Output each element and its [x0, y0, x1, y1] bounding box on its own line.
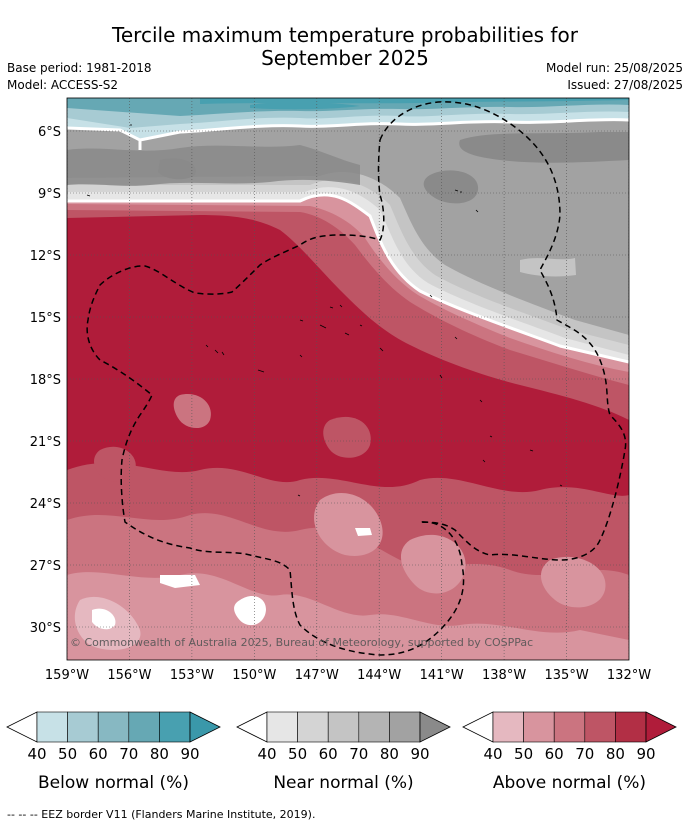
colorbar-segment	[159, 711, 191, 743]
copyright-text: © Commonwealth of Australia 2025, Bureau…	[70, 636, 533, 649]
lon-label: 150°W	[232, 668, 276, 683]
tercile-boundary-south	[67, 193, 629, 364]
islands	[86, 124, 563, 497]
colorbar-tick-label: 70	[575, 745, 594, 763]
lat-label: 24°S	[30, 497, 61, 512]
colorbar-right-arrow	[189, 711, 221, 743]
colorbar-tick-label: 40	[27, 745, 46, 763]
colorbar-segment	[266, 711, 298, 743]
colorbar-tick-label: 80	[606, 745, 625, 763]
colorbar-left-arrow	[6, 711, 38, 743]
meta-right: Model run: 25/08/2025 Issued: 27/08/2025	[546, 60, 683, 94]
colorbar-legend: 40 50 60 70 80 90 Above normal (%)	[462, 711, 677, 793]
colorbar-segment	[615, 711, 647, 743]
colorbar-legend: 40 50 60 70 80 90 Near normal (%)	[236, 711, 451, 793]
colorbar-segment	[553, 711, 586, 743]
base-period: Base period: 1981-2018	[7, 61, 152, 75]
graticule	[67, 98, 629, 660]
lat-label: 18°S	[30, 373, 61, 388]
model-run-date: Model run: 25/08/2025	[545, 61, 683, 75]
colorbar-tick-label: 60	[89, 745, 108, 763]
colorbar-left-arrow	[462, 711, 494, 743]
lat-label: 27°S	[30, 559, 61, 574]
colorbar-tick-label: 50	[514, 745, 533, 763]
colorbar-segment	[358, 711, 390, 743]
above-normal-lighter-south	[67, 394, 629, 660]
latitude-labels: 6°S 9°S 12°S 15°S 18°S 21°S 24°S 27°S 30°S	[30, 125, 61, 636]
colorbar-tick-label: 60	[545, 745, 564, 763]
lon-label: 156°W	[107, 668, 151, 683]
colorbar-right-arrow	[645, 711, 677, 743]
eez-footnote: -- -- -- EEZ border V11 (Flanders Marine…	[7, 808, 316, 821]
colorbar-segment	[36, 711, 68, 743]
meta-left: Base period: 1981-2018 Model: ACCESS-S2	[7, 60, 152, 94]
colorbar-segment	[389, 711, 421, 743]
colorbar-segment	[97, 711, 130, 743]
lat-label: 9°S	[38, 187, 61, 202]
colorbar-segment	[128, 711, 160, 743]
colorbar-tick-label: 40	[257, 745, 276, 763]
colorbar-left-arrow	[236, 711, 268, 743]
colorbar-tick-label: 60	[319, 745, 338, 763]
lon-label: 141°W	[420, 668, 464, 683]
colorbar-tick-label: 90	[180, 745, 199, 763]
lon-label: 135°W	[545, 668, 589, 683]
colorbar-tick-label: 70	[349, 745, 368, 763]
longitude-labels: 159°W 156°W 153°W 150°W 147°W 144°W 141°W 138°W…	[45, 668, 651, 683]
colorbar-caption: Above normal (%)	[493, 773, 646, 793]
map-frame	[66, 97, 630, 661]
colorbar-tick-label: 90	[636, 745, 655, 763]
colorbar-tick-label: 90	[410, 745, 429, 763]
colorbar-tick-label: 50	[58, 745, 77, 763]
issued-date: Issued: 27/08/2025	[567, 78, 683, 92]
lat-label: 12°S	[30, 249, 61, 264]
colorbar-segment	[584, 711, 616, 743]
model-name: Model: ACCESS-S2	[7, 78, 119, 92]
lon-label: 132°W	[607, 668, 651, 683]
colorbar-segment	[297, 711, 329, 743]
lat-label: 30°S	[30, 621, 61, 636]
colorbar-tick-label: 50	[288, 745, 307, 763]
tercile-boundary-north	[67, 118, 629, 150]
below-normal-region	[67, 98, 629, 140]
colorbar-segment	[327, 711, 360, 743]
title-line-1: Tercile maximum temperature probabilitie…	[112, 23, 578, 47]
colorbar-tick-label: 70	[119, 745, 138, 763]
lon-label: 153°W	[170, 668, 214, 683]
lat-label: 15°S	[30, 311, 61, 326]
colorbar-segment	[492, 711, 524, 743]
lon-label: 147°W	[295, 668, 339, 683]
colorbar-caption: Near normal (%)	[273, 773, 413, 793]
lon-label: 159°W	[45, 668, 89, 683]
lat-label: 21°S	[30, 435, 61, 450]
probability-field	[67, 98, 629, 660]
lat-label: 6°S	[38, 125, 61, 140]
map-title: Tercile maximum temperature probabilitie…	[0, 24, 690, 70]
colorbar-legends: 40 50 60 70 80 90 Below normal (%) 40 50 60 70 80 90…	[6, 711, 677, 793]
lon-label: 144°W	[357, 668, 401, 683]
colorbar-tick-label: 80	[150, 745, 169, 763]
colorbar-right-arrow	[419, 711, 451, 743]
colorbar-segment	[523, 711, 555, 743]
colorbar-segment	[67, 711, 99, 743]
lon-label: 138°W	[482, 668, 526, 683]
colorbar-caption: Below normal (%)	[38, 773, 189, 793]
colorbar-legend: 40 50 60 70 80 90 Below normal (%)	[6, 711, 221, 793]
colorbar-tick-label: 40	[483, 745, 502, 763]
colorbar-tick-label: 80	[380, 745, 399, 763]
above-normal-transition	[67, 193, 629, 420]
title-line-2: September 2025	[261, 46, 429, 70]
near-normal-region	[67, 98, 629, 362]
